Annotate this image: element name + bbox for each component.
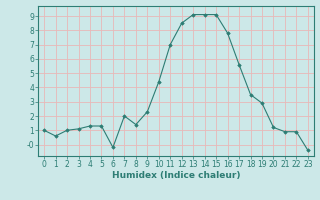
X-axis label: Humidex (Indice chaleur): Humidex (Indice chaleur) <box>112 171 240 180</box>
